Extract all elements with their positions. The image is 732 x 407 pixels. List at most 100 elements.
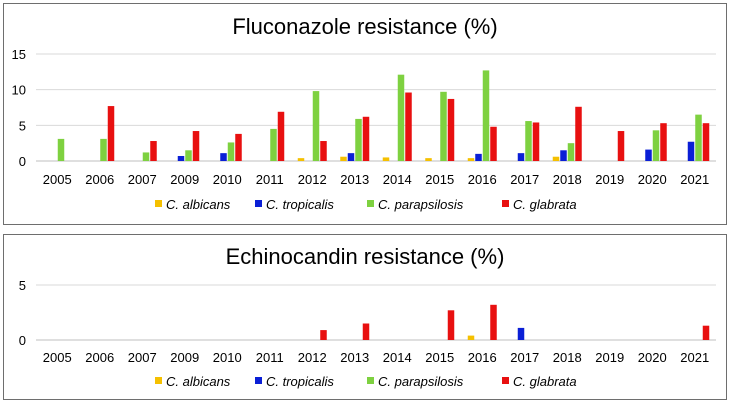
- fluconazole-x-tick-label: 2013: [340, 172, 369, 187]
- echinocandin-bar: [517, 327, 525, 340]
- fluconazole-x-tick-label: 2017: [510, 172, 539, 187]
- fluconazole-bar: [57, 138, 65, 161]
- echinocandin-legend-label: C. albicans: [166, 374, 231, 389]
- fluconazole-x-tick-label: 2020: [638, 172, 667, 187]
- fluconazole-x-tick-label: 2011: [256, 172, 284, 187]
- echinocandin-x-tick-label: 2013: [340, 350, 369, 365]
- echinocandin-x-tick-label: 2019: [595, 350, 624, 365]
- fluconazole-legend-swatch: [502, 200, 509, 207]
- fluconazole-bar: [552, 156, 560, 161]
- fluconazole-bar: [192, 131, 200, 161]
- fluconazole-bar: [270, 128, 277, 161]
- fluconazole-y-tick-label: 10: [12, 83, 26, 98]
- echinocandin-y-tick-label: 0: [19, 333, 26, 348]
- echinocandin-legend-label: C. tropicalis: [266, 374, 334, 389]
- fluconazole-bar: [567, 143, 575, 161]
- fluconazole-x-tick-label: 2018: [553, 172, 582, 187]
- fluconazole-bar: [362, 116, 370, 161]
- fluconazole-bar: [142, 152, 150, 161]
- fluconazole-legend-label: C. tropicalis: [266, 197, 334, 212]
- echinocandin-x-tick-label: 2021: [680, 350, 709, 365]
- fluconazole-x-tick-label: 2021: [680, 172, 709, 187]
- fluconazole-bar: [312, 91, 320, 161]
- fluconazole-y-tick-label: 15: [12, 47, 26, 62]
- fluconazole-legend-label: C. parapsilosis: [378, 197, 464, 212]
- echinocandin-legend-label: C. parapsilosis: [378, 374, 464, 389]
- fluconazole-x-tick-label: 2012: [298, 172, 327, 187]
- echinocandin-bar: [467, 335, 475, 340]
- fluconazole-x-tick-label: 2014: [383, 172, 412, 187]
- fluconazole-bar: [405, 92, 412, 161]
- echinocandin-x-tick-label: 2006: [85, 350, 114, 365]
- fluconazole-x-tick-label: 2006: [85, 172, 114, 187]
- fluconazole-bar: [425, 158, 432, 161]
- fluconazole-bar: [347, 153, 355, 161]
- echinocandin-x-tick-label: 2005: [43, 350, 72, 365]
- fluconazole-x-tick-label: 2009: [170, 172, 199, 187]
- fluconazole-legend-label: C. albicans: [166, 197, 231, 212]
- fluconazole-legend-swatch: [255, 200, 262, 207]
- fluconazole-x-tick-label: 2019: [595, 172, 624, 187]
- fluconazole-bar: [107, 106, 115, 161]
- fluconazole-bar: [560, 150, 567, 161]
- fluconazole-bar: [702, 123, 710, 161]
- fluconazole-y-tick-label: 5: [19, 118, 26, 133]
- fluconazole-bar: [382, 157, 390, 161]
- echinocandin-legend-swatch: [155, 377, 162, 384]
- fluconazole-legend-swatch: [155, 200, 162, 207]
- fluconazole-bar: [277, 111, 285, 161]
- fluconazole-chart: Fluconazole resistance (%) 0 5 10 15 2005 2006…: [12, 14, 716, 212]
- fluconazole-bar: [525, 121, 532, 161]
- fluconazole-x-tick-label: 2016: [468, 172, 497, 187]
- echinocandin-x-tick-label: 2007: [128, 350, 157, 365]
- echinocandin-x-tick-label: 2015: [425, 350, 454, 365]
- echinocandin-y-tick-label: 5: [19, 278, 26, 293]
- fluconazole-bar: [397, 74, 405, 161]
- echinocandin-x-tick-label: 2012: [298, 350, 327, 365]
- fluconazole-bar: [575, 106, 582, 161]
- fluconazole-y-tick-label: 0: [19, 154, 26, 169]
- fluconazole-x-tick-label: 2007: [128, 172, 157, 187]
- echinocandin-x-tick-label: 2014: [383, 350, 412, 365]
- fluconazole-bar: [355, 118, 362, 161]
- echinocandin-x-tick-label: 2009: [170, 350, 199, 365]
- echinocandin-x-tick-label: 2017: [510, 350, 539, 365]
- fluconazole-bar: [695, 114, 702, 161]
- fluconazole-bar: [490, 126, 497, 161]
- fluconazole-bar: [340, 156, 347, 161]
- fluconazole-bar: [475, 153, 482, 161]
- fluconazole-chart-title: Fluconazole resistance (%): [232, 14, 497, 39]
- echinocandin-bar: [362, 323, 370, 340]
- fluconazole-bar: [100, 138, 107, 161]
- echinocandin-bar: [320, 330, 327, 340]
- echinocandin-x-tick-label: 2010: [213, 350, 242, 365]
- echinocandin-chart-panel: Echinocandin resistance (%) 0 5 2005 2006 200…: [3, 234, 727, 400]
- fluconazole-bar: [645, 149, 652, 161]
- fluconazole-legend-swatch: [367, 200, 374, 207]
- fluconazole-bar: [320, 141, 327, 161]
- fluconazole-legend-label: C. glabrata: [513, 197, 577, 212]
- echinocandin-x-tick-label: 2020: [638, 350, 667, 365]
- echinocandin-chart: Echinocandin resistance (%) 0 5 2005 2006 200…: [19, 244, 716, 389]
- fluconazole-x-tick-label: 2005: [43, 172, 72, 187]
- fluconazole-bar: [227, 142, 235, 161]
- echinocandin-x-tick-label: 2011: [256, 350, 284, 365]
- fluconazole-bar: [220, 153, 227, 161]
- echinocandin-bar: [490, 304, 497, 340]
- fluconazole-bar: [297, 158, 305, 161]
- echinocandin-legend-swatch: [255, 377, 262, 384]
- echinocandin-legend-label: C. glabrata: [513, 374, 577, 389]
- echinocandin-legend-swatch: [502, 377, 509, 384]
- fluconazole-bar: [185, 150, 192, 161]
- fluconazole-bar: [150, 141, 157, 161]
- fluconazole-bar: [482, 70, 490, 161]
- fluconazole-x-tick-label: 2010: [213, 172, 242, 187]
- echinocandin-x-tick-label: 2018: [553, 350, 582, 365]
- fluconazole-x-tick-label: 2015: [425, 172, 454, 187]
- fluconazole-bar: [660, 123, 667, 161]
- echinocandin-x-tick-label: 2016: [468, 350, 497, 365]
- fluconazole-bar: [532, 122, 540, 161]
- fluconazole-bar: [617, 131, 625, 161]
- fluconazole-bar: [177, 156, 185, 161]
- echinocandin-bar: [447, 310, 455, 340]
